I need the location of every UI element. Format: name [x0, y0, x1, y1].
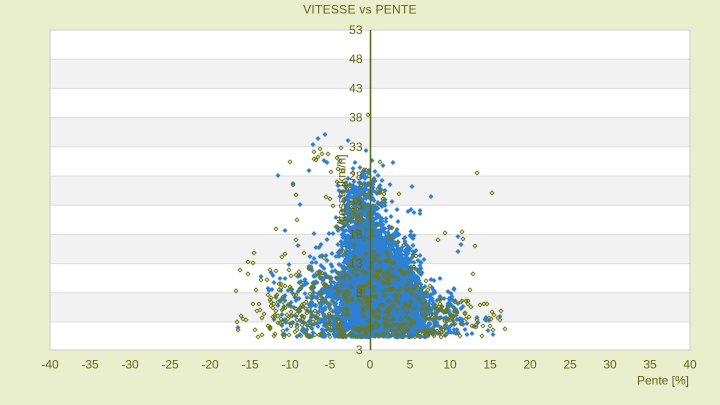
svg-text:Pente [%]: Pente [%]	[637, 374, 689, 388]
svg-text:-30: -30	[121, 358, 139, 372]
svg-text:0: 0	[367, 358, 374, 372]
svg-text:8: 8	[356, 286, 363, 300]
svg-text:30: 30	[603, 358, 617, 372]
svg-text:-40: -40	[41, 358, 59, 372]
svg-text:-20: -20	[201, 358, 219, 372]
svg-text:-10: -10	[281, 358, 299, 372]
svg-text:33: 33	[349, 140, 363, 154]
svg-text:48: 48	[349, 52, 363, 66]
svg-text:43: 43	[349, 81, 363, 95]
svg-text:53: 53	[349, 23, 363, 37]
svg-text:25: 25	[563, 358, 577, 372]
svg-text:35: 35	[643, 358, 657, 372]
svg-text:-35: -35	[81, 358, 99, 372]
svg-text:18: 18	[349, 227, 363, 241]
svg-text:-15: -15	[241, 358, 259, 372]
svg-text:3: 3	[356, 343, 363, 357]
svg-text:28: 28	[349, 169, 363, 183]
svg-text:-5: -5	[325, 358, 336, 372]
svg-text:Vitesse [km/h]: Vitesse [km/h]	[335, 154, 349, 229]
svg-text:40: 40	[683, 358, 697, 372]
svg-text:15: 15	[483, 358, 497, 372]
svg-text:VITESSE vs PENTE: VITESSE vs PENTE	[303, 3, 417, 17]
svg-text:5: 5	[407, 358, 414, 372]
svg-text:13: 13	[349, 257, 363, 271]
svg-text:10: 10	[443, 358, 457, 372]
svg-text:-25: -25	[161, 358, 179, 372]
svg-text:20: 20	[523, 358, 537, 372]
svg-text:23: 23	[349, 198, 363, 212]
svg-text:38: 38	[349, 111, 363, 125]
